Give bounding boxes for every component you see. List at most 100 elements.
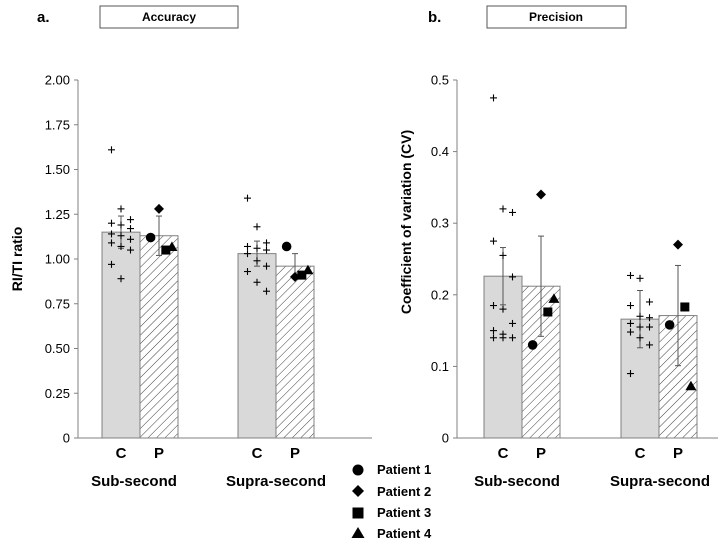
panel-b-control-point bbox=[509, 334, 516, 342]
panel-b-y-tick-label: 0 bbox=[442, 431, 449, 446]
panel-a-bar-1-p bbox=[275, 265, 315, 439]
legend-patient-3: Patient 3 bbox=[377, 505, 431, 520]
panel-a-control-point bbox=[117, 221, 125, 229]
panel-a-y-tick-label: 0.50 bbox=[45, 341, 70, 356]
panel-b-control-point bbox=[490, 237, 497, 245]
panel-a-y-tick-label: 1.75 bbox=[45, 117, 70, 132]
panel-a-patient-3-point bbox=[297, 270, 307, 280]
panel-b-label: b. bbox=[428, 9, 441, 26]
panel-b-control-point bbox=[627, 302, 634, 310]
panel-a-control-point bbox=[117, 275, 125, 283]
panel-b-category-label: P bbox=[673, 445, 683, 462]
panel-a-y-tick-label: 1.25 bbox=[45, 207, 70, 222]
panel-b-patient-3-point bbox=[680, 302, 690, 312]
panel-a-y-tick-label: 1.50 bbox=[45, 162, 70, 177]
panel-a-y-tick-label: 2.00 bbox=[45, 73, 70, 88]
panel-b-control-point bbox=[636, 312, 644, 320]
panel-b-control-point bbox=[646, 298, 653, 306]
panel-a-control-point bbox=[108, 219, 115, 227]
panel-a-control-point bbox=[108, 146, 115, 154]
panel-a-category-label: P bbox=[154, 445, 164, 462]
panel-b-patient-2-point bbox=[673, 239, 683, 250]
panel-a-patient-1-point bbox=[281, 241, 292, 252]
panel-b-control-point bbox=[646, 323, 653, 331]
panel-b-control-point bbox=[636, 274, 644, 282]
legend-patient-1: Patient 1 bbox=[377, 462, 431, 477]
panel-a-control-point bbox=[263, 239, 270, 247]
panel-a-control-point bbox=[127, 246, 134, 254]
panel-a-title: Accuracy bbox=[142, 10, 196, 24]
panel-b-patient-4-point bbox=[685, 380, 697, 391]
panel-b-patient-3-point bbox=[543, 307, 553, 317]
panel-a-control-point bbox=[253, 244, 261, 252]
panel-a-control-point bbox=[253, 257, 261, 265]
panel-a-control-point bbox=[263, 287, 270, 295]
panel-a-control-point bbox=[127, 235, 134, 243]
panel-b-group-label: Supra-second bbox=[610, 473, 710, 490]
panel-b-title-box bbox=[486, 5, 627, 29]
panel-a-group-label: Sub-second bbox=[91, 473, 177, 490]
panel-b-y-tick-label: 0.3 bbox=[431, 216, 449, 231]
legend-diamond-marker bbox=[352, 485, 364, 497]
panel-b-group-label: Sub-second bbox=[474, 473, 560, 490]
panel-a-y-tick-label: 0.75 bbox=[45, 296, 70, 311]
panel-b-control-point bbox=[499, 305, 507, 313]
panel-b-error-bar-0-p bbox=[538, 235, 544, 337]
panel-a-control-point bbox=[108, 230, 115, 238]
panel-a-patient-2-point bbox=[154, 203, 164, 214]
panel-b-category-label: C bbox=[635, 445, 646, 462]
panel-b-control-point bbox=[499, 251, 507, 259]
panel-b-title: Precision bbox=[529, 10, 583, 24]
panel-a-control-point bbox=[117, 205, 125, 213]
panel-a-patient-1-point bbox=[145, 232, 156, 243]
legend-square-marker bbox=[352, 507, 364, 519]
panel-b-category-label: P bbox=[536, 445, 546, 462]
panel-a-category-label: C bbox=[252, 445, 263, 462]
panel-b-patient-1-point bbox=[664, 320, 675, 330]
panel-b-control-point bbox=[509, 273, 516, 281]
panel-b-control-point bbox=[509, 319, 516, 327]
panel-b-control-point bbox=[627, 370, 634, 378]
panel-a-bar-0-c bbox=[101, 231, 141, 439]
legend-circle-marker bbox=[352, 464, 364, 476]
panel-b-control-point bbox=[490, 334, 497, 342]
panel-b-control-point bbox=[646, 341, 653, 349]
panel-b-y-tick-label: 0.2 bbox=[431, 287, 449, 302]
panel-a-control-point bbox=[263, 262, 270, 270]
legend-triangle-marker bbox=[351, 527, 365, 538]
panel-a-control-point bbox=[117, 242, 125, 250]
panel-a-control-point bbox=[117, 232, 125, 240]
panel-a-plot: 0 0.25 0.50 0.75 1.00 1.25 1.50 1.75 2.00 C P Sub-s… bbox=[45, 73, 372, 490]
panel-b-y-axis-title: Coefficient of variation (CV) bbox=[398, 130, 414, 314]
panel-b-control-point bbox=[490, 94, 497, 102]
panel-a-control-point bbox=[108, 260, 115, 268]
panel-a-control-point bbox=[127, 216, 134, 224]
panel-a-bar-0-p bbox=[139, 235, 179, 439]
panel-a-category-label: P bbox=[290, 445, 300, 462]
panel-b-y-tick-label: 0.5 bbox=[431, 73, 449, 88]
panel-a-control-point bbox=[108, 239, 115, 247]
panel-b-control-point bbox=[509, 208, 516, 216]
panel-b-category-label: C bbox=[498, 445, 509, 462]
panel-b-error-bar-1-p bbox=[675, 264, 681, 367]
panel-a-y-tick-label: 1.00 bbox=[45, 252, 70, 267]
panel-a-patient-4-point bbox=[166, 241, 178, 251]
panel-b-control-point bbox=[490, 327, 497, 335]
legend: Patient 1 Patient 2 Patient 3 Patient 4 bbox=[351, 462, 432, 540]
panel-a-title-box bbox=[99, 5, 239, 29]
panel-a-control-point bbox=[253, 278, 261, 286]
panel-a-control-point bbox=[263, 246, 270, 254]
panel-a-category-label: C bbox=[116, 445, 127, 462]
panel-a-control-point bbox=[127, 225, 134, 233]
panel-b-patient-1-point bbox=[527, 340, 538, 350]
panel-a-control-point bbox=[244, 242, 251, 250]
panel-a-patient-4-point bbox=[302, 264, 314, 275]
panel-b-control-point bbox=[499, 334, 507, 342]
legend-patient-2: Patient 2 bbox=[377, 484, 431, 499]
panel-b-control-point bbox=[646, 314, 653, 322]
panel-a-control-point bbox=[244, 268, 251, 276]
panel-b-control-point bbox=[636, 323, 644, 331]
panel-a-y-tick-label: 0.25 bbox=[45, 386, 70, 401]
panel-b-control-point bbox=[627, 271, 634, 279]
